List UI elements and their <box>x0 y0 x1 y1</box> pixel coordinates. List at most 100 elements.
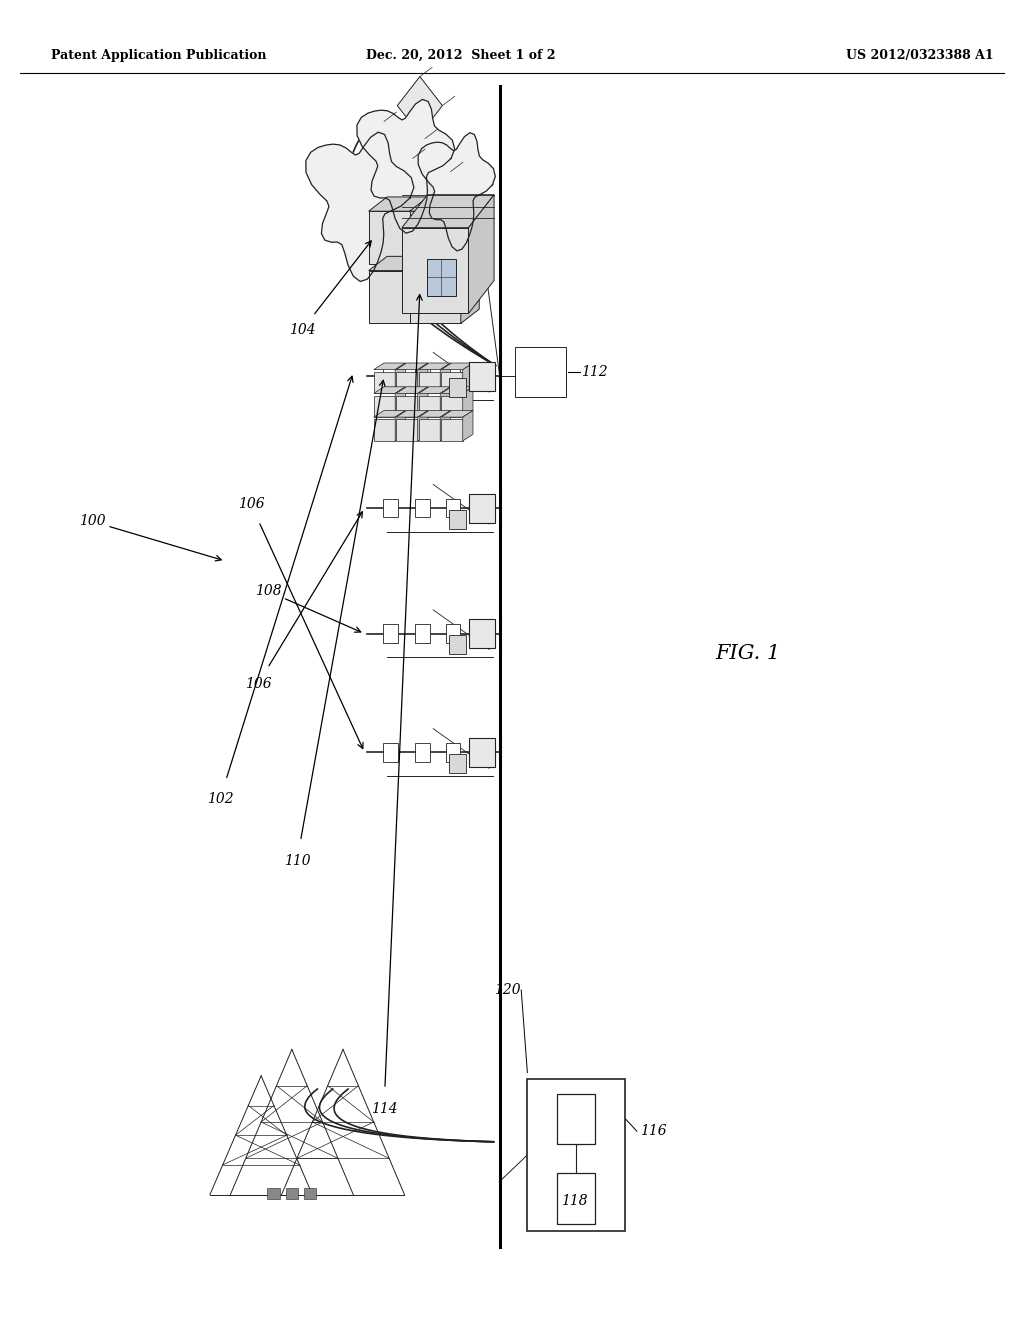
Bar <box>446 743 461 762</box>
Polygon shape <box>418 363 428 393</box>
Polygon shape <box>441 411 473 417</box>
Bar <box>369 211 420 264</box>
Polygon shape <box>441 363 473 370</box>
Bar <box>469 738 495 767</box>
Bar <box>396 420 418 441</box>
Polygon shape <box>396 363 428 370</box>
Polygon shape <box>399 139 451 205</box>
Bar <box>446 499 461 517</box>
Bar <box>449 510 467 528</box>
Text: US 2012/0323388 A1: US 2012/0323388 A1 <box>846 49 993 62</box>
Bar <box>396 372 418 393</box>
Bar <box>449 378 467 396</box>
Bar <box>286 1188 298 1199</box>
Bar <box>267 1188 280 1199</box>
Polygon shape <box>440 411 451 441</box>
Polygon shape <box>395 363 406 393</box>
Text: FIG. 1: FIG. 1 <box>715 644 780 663</box>
Polygon shape <box>418 387 428 417</box>
Bar <box>374 420 395 441</box>
Polygon shape <box>410 197 479 211</box>
Polygon shape <box>463 387 473 417</box>
Bar <box>449 635 467 653</box>
Bar <box>419 372 440 393</box>
Text: 104: 104 <box>289 323 315 337</box>
Polygon shape <box>374 387 406 393</box>
Text: Dec. 20, 2012  Sheet 1 of 2: Dec. 20, 2012 Sheet 1 of 2 <box>366 49 556 62</box>
Bar <box>383 624 397 643</box>
Polygon shape <box>395 411 406 441</box>
Polygon shape <box>440 387 451 417</box>
Polygon shape <box>374 363 406 370</box>
Bar <box>410 271 461 323</box>
Polygon shape <box>355 121 413 195</box>
Bar <box>383 743 397 762</box>
Polygon shape <box>441 387 473 393</box>
Polygon shape <box>463 363 473 393</box>
Text: Patent Application Publication: Patent Application Publication <box>51 49 266 62</box>
Bar <box>441 420 463 441</box>
Polygon shape <box>396 411 428 417</box>
Text: 120: 120 <box>494 983 520 997</box>
Bar <box>396 396 418 417</box>
Polygon shape <box>306 132 414 281</box>
Text: 114: 114 <box>371 1102 397 1115</box>
Polygon shape <box>419 387 451 393</box>
Polygon shape <box>401 195 495 227</box>
Bar <box>419 420 440 441</box>
Bar <box>557 1173 596 1224</box>
Polygon shape <box>419 411 451 417</box>
Polygon shape <box>420 256 438 323</box>
Bar <box>410 211 461 264</box>
Bar <box>374 372 395 393</box>
Bar <box>416 499 430 517</box>
Text: 106: 106 <box>245 677 271 690</box>
Bar <box>401 227 468 313</box>
Bar <box>383 499 397 517</box>
Text: 118: 118 <box>561 1195 588 1208</box>
Bar <box>427 259 456 296</box>
Bar <box>416 743 430 762</box>
Text: 112: 112 <box>581 366 607 379</box>
Bar <box>469 362 495 391</box>
Bar <box>449 754 467 772</box>
Polygon shape <box>461 256 479 323</box>
Polygon shape <box>463 411 473 441</box>
Bar <box>515 347 566 397</box>
Bar <box>416 367 430 385</box>
Polygon shape <box>469 195 495 313</box>
Polygon shape <box>440 363 451 393</box>
Text: 102: 102 <box>207 792 233 805</box>
Text: 110: 110 <box>284 854 310 867</box>
Polygon shape <box>420 197 438 264</box>
Bar <box>446 624 461 643</box>
Polygon shape <box>418 411 428 441</box>
Text: 100: 100 <box>79 515 105 528</box>
Bar <box>416 624 430 643</box>
Bar <box>441 396 463 417</box>
Polygon shape <box>397 77 442 135</box>
Polygon shape <box>396 387 428 393</box>
Bar <box>304 1188 316 1199</box>
Text: 116: 116 <box>640 1125 667 1138</box>
Polygon shape <box>461 197 479 264</box>
Text: 108: 108 <box>255 585 282 598</box>
Text: 106: 106 <box>238 498 264 511</box>
Bar <box>469 619 495 648</box>
Bar <box>441 372 463 393</box>
Polygon shape <box>374 411 406 417</box>
Polygon shape <box>418 133 496 251</box>
Bar <box>419 396 440 417</box>
Polygon shape <box>369 197 438 211</box>
Polygon shape <box>395 387 406 417</box>
Bar <box>374 396 395 417</box>
Polygon shape <box>369 256 438 271</box>
Bar <box>557 1094 596 1144</box>
Polygon shape <box>419 363 451 370</box>
Bar <box>383 367 397 385</box>
Polygon shape <box>410 256 479 271</box>
Bar <box>369 271 420 323</box>
Polygon shape <box>357 99 455 234</box>
Bar <box>469 494 495 523</box>
Bar <box>446 367 461 385</box>
